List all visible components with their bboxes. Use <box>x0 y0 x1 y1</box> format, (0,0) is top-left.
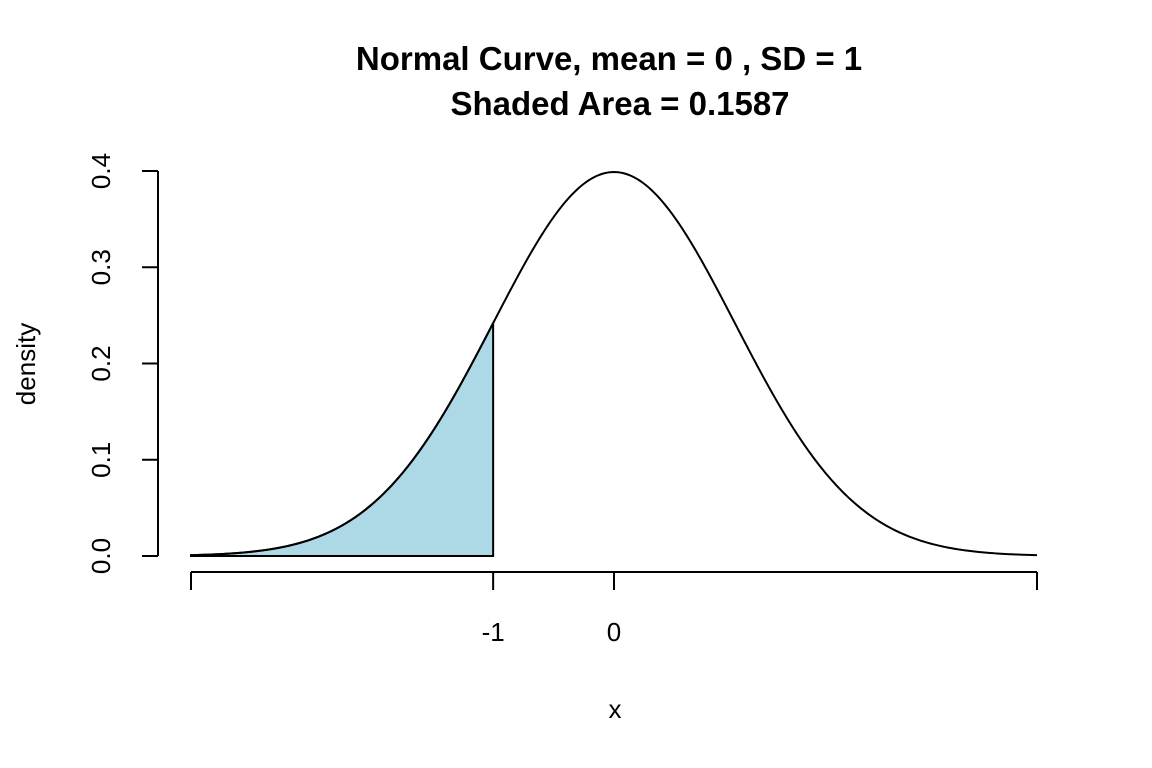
y-tick-label: 0.3 <box>86 249 116 285</box>
y-axis-label: density <box>11 323 41 405</box>
x-axis: -1 0 <box>190 571 1038 647</box>
shaded-region-layer <box>190 322 495 557</box>
x-axis-label: x <box>609 694 622 724</box>
chart-subtitle: Shaded Area = 0.1587 <box>450 85 789 122</box>
shaded-area <box>190 322 495 557</box>
y-axis: 0.0 0.1 0.2 0.3 0.4 <box>86 153 159 574</box>
y-tick-label: 0.1 <box>86 442 116 478</box>
chart-title: Normal Curve, mean = 0 , SD = 1 <box>356 40 862 77</box>
density-curve <box>190 171 1038 557</box>
y-tick-label: 0.0 <box>86 538 116 574</box>
y-tick-label: 0.2 <box>86 345 116 381</box>
x-tick-label: 0 <box>607 617 621 647</box>
curve-layer <box>190 171 1038 557</box>
y-tick-label: 0.4 <box>86 153 116 189</box>
x-tick-label: -1 <box>482 617 505 647</box>
